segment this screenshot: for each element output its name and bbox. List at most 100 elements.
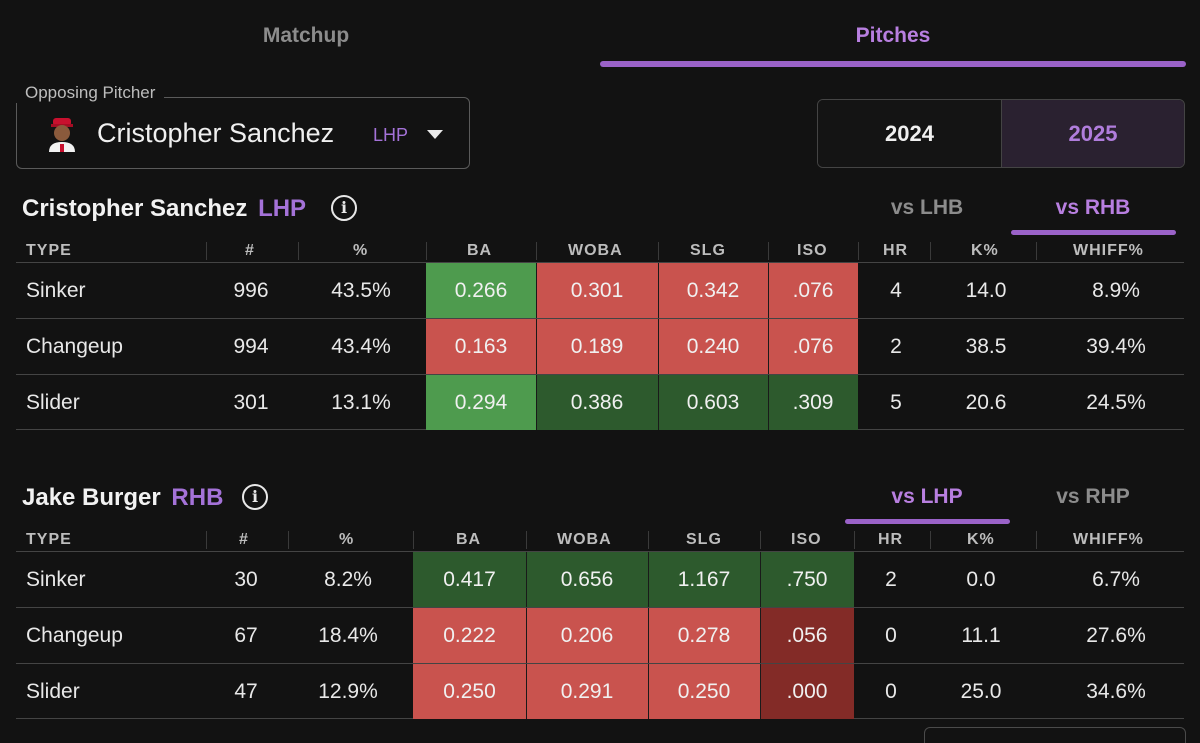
season-2025-button[interactable]: 2025 xyxy=(1001,100,1184,167)
col-pct: % xyxy=(339,531,355,548)
cell-divider xyxy=(648,608,649,663)
cell-whiff: 34.6% xyxy=(1086,680,1146,703)
col-type: TYPE xyxy=(26,242,72,259)
table-row: Slider 301 13.1% 0.294 0.386 0.603 .309 … xyxy=(16,374,1184,430)
col-ba: BA xyxy=(456,531,482,548)
cell-ba: 0.417 xyxy=(413,552,526,607)
tab-matchup[interactable]: Matchup xyxy=(262,24,350,47)
table-header: TYPE # % BA WOBA SLG ISO HR K% WHIFF% xyxy=(16,529,1184,551)
col-divider xyxy=(858,242,859,260)
cell-hr: 5 xyxy=(890,391,902,414)
col-divider xyxy=(288,531,289,549)
cell-divider xyxy=(768,263,769,318)
cell-hr: 2 xyxy=(890,335,902,358)
col-divider xyxy=(426,242,427,260)
cell-whiff: 39.4% xyxy=(1086,335,1146,358)
cell-count: 30 xyxy=(234,568,258,591)
pitcher-section-name: Cristopher Sanchez xyxy=(22,195,248,222)
cell-divider xyxy=(760,552,761,607)
batter-pitch-table: TYPE # % BA WOBA SLG ISO HR K% WHIFF% Si… xyxy=(16,529,1184,719)
col-hr: HR xyxy=(878,531,904,548)
cell-hr: 2 xyxy=(885,568,897,591)
player-avatar xyxy=(49,118,75,152)
split-tab-vs-lhp[interactable]: vs LHP xyxy=(891,485,963,508)
cell-count: 301 xyxy=(233,391,269,414)
cell-iso: .056 xyxy=(760,608,854,663)
col-slg: SLG xyxy=(686,531,722,548)
pitcher-section-title: Cristopher Sanchez LHP xyxy=(22,195,306,223)
table-row: Changeup 994 43.4% 0.163 0.189 0.240 .07… xyxy=(16,318,1184,374)
cell-woba: 0.386 xyxy=(536,375,658,430)
col-divider xyxy=(930,531,931,549)
col-count: # xyxy=(239,531,249,548)
chevron-down-icon[interactable] xyxy=(427,130,443,139)
split-tab-vs-lhb[interactable]: vs LHB xyxy=(890,196,964,219)
col-divider xyxy=(658,242,659,260)
table-row: Sinker 996 43.5% 0.266 0.301 0.342 .076 … xyxy=(16,262,1184,318)
cell-divider xyxy=(536,375,537,430)
cell-type: Sinker xyxy=(26,568,86,591)
col-divider xyxy=(854,531,855,549)
split-tab-vs-rhb[interactable]: vs RHB xyxy=(1055,196,1131,219)
cell-woba: 0.189 xyxy=(536,319,658,374)
split-active-indicator xyxy=(1011,230,1176,235)
cell-type: Changeup xyxy=(26,624,123,647)
cell-woba: 0.206 xyxy=(526,608,648,663)
split-tab-vs-rhp[interactable]: vs RHP xyxy=(1056,485,1130,508)
col-slg: SLG xyxy=(690,242,726,259)
pitcher-name: Cristopher Sanchez xyxy=(97,118,335,148)
cell-slg: 1.167 xyxy=(648,552,760,607)
cell-divider xyxy=(768,375,769,430)
info-icon[interactable]: i xyxy=(242,484,268,510)
season-toggle: 2024 2025 xyxy=(817,99,1185,168)
cell-ba: 0.163 xyxy=(426,319,536,374)
cell-woba: 0.291 xyxy=(526,664,648,719)
cell-ba: 0.250 xyxy=(413,664,526,719)
cell-divider xyxy=(536,319,537,374)
cell-whiff: 24.5% xyxy=(1086,391,1146,414)
cell-divider xyxy=(760,664,761,719)
cell-pct: 13.1% xyxy=(331,391,391,414)
cell-whiff: 8.9% xyxy=(1092,279,1140,302)
cell-iso: .076 xyxy=(768,319,858,374)
cell-divider xyxy=(648,552,649,607)
cell-divider xyxy=(768,319,769,374)
cell-hr: 0 xyxy=(885,624,897,647)
col-woba: WOBA xyxy=(568,242,623,259)
col-divider xyxy=(206,531,207,549)
opposing-pitcher-select[interactable]: Cristopher Sanchez LHP xyxy=(16,97,470,169)
col-divider xyxy=(298,242,299,260)
col-woba: WOBA xyxy=(557,531,612,548)
cell-woba: 0.301 xyxy=(536,263,658,318)
table-row: Sinker 30 8.2% 0.417 0.656 1.167 .750 2 … xyxy=(16,551,1184,607)
cell-type: Changeup xyxy=(26,335,123,358)
cell-pct: 18.4% xyxy=(318,624,378,647)
cell-type: Slider xyxy=(26,391,80,414)
cell-k: 11.1 xyxy=(961,624,1001,647)
cell-slg: 0.250 xyxy=(648,664,760,719)
col-divider xyxy=(536,242,537,260)
col-pct: % xyxy=(353,242,369,259)
cell-hr: 0 xyxy=(885,680,897,703)
active-tab-indicator xyxy=(600,61,1186,67)
tab-pitches[interactable]: Pitches xyxy=(855,24,931,47)
table-header: TYPE # % BA WOBA SLG ISO HR K% WHIFF% xyxy=(16,240,1184,262)
info-icon[interactable]: i xyxy=(331,195,357,221)
cell-count: 47 xyxy=(234,680,258,703)
col-divider xyxy=(206,242,207,260)
cell-divider xyxy=(760,608,761,663)
col-divider xyxy=(413,531,414,549)
col-hr: HR xyxy=(883,242,909,259)
col-whiff: WHIFF% xyxy=(1073,531,1144,548)
cell-whiff: 6.7% xyxy=(1092,568,1140,591)
season-2024-button[interactable]: 2024 xyxy=(818,100,1001,167)
cell-pct: 43.5% xyxy=(331,279,391,302)
cell-divider xyxy=(526,552,527,607)
table-row: Changeup 67 18.4% 0.222 0.206 0.278 .056… xyxy=(16,607,1184,663)
col-divider xyxy=(930,242,931,260)
col-count: # xyxy=(245,242,255,259)
cell-iso: .076 xyxy=(768,263,858,318)
partial-control[interactable] xyxy=(924,727,1186,743)
pitcher-hand: LHP xyxy=(373,125,409,145)
cell-k: 38.5 xyxy=(965,335,1007,358)
